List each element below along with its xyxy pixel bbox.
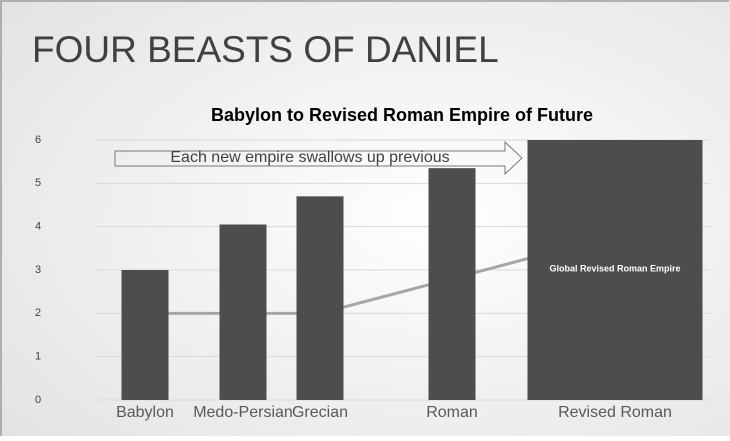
bar (527, 140, 703, 400)
y-tick-label: 1 (35, 351, 41, 363)
x-tick-label: Medo-Persian (193, 404, 293, 421)
arrow (114, 140, 523, 176)
slide-title: FOUR BEASTS OF DANIEL (32, 29, 499, 70)
bar (219, 224, 267, 400)
chart-title: Babylon to Revised Roman Empire of Futur… (211, 105, 593, 125)
y-tick-label: 6 (35, 134, 41, 146)
annotation: Each new empire swallows up previous (170, 149, 449, 166)
y-tick-label: 4 (35, 221, 41, 233)
x-tick-label: Revised Roman (558, 404, 672, 421)
y-tick-label: 5 (35, 177, 41, 189)
bar-label: Global Revised Roman Empire (549, 263, 680, 273)
x-tick-label: Grecian (292, 404, 348, 421)
bar (428, 168, 476, 400)
x-tick-label: Babylon (116, 404, 174, 421)
x-tick-label: Roman (426, 404, 478, 421)
y-tick-label: 2 (35, 307, 41, 319)
y-tick-label: 3 (35, 264, 41, 276)
bar (121, 270, 169, 400)
y-tick-label: 0 (35, 394, 41, 406)
bar (296, 196, 344, 400)
